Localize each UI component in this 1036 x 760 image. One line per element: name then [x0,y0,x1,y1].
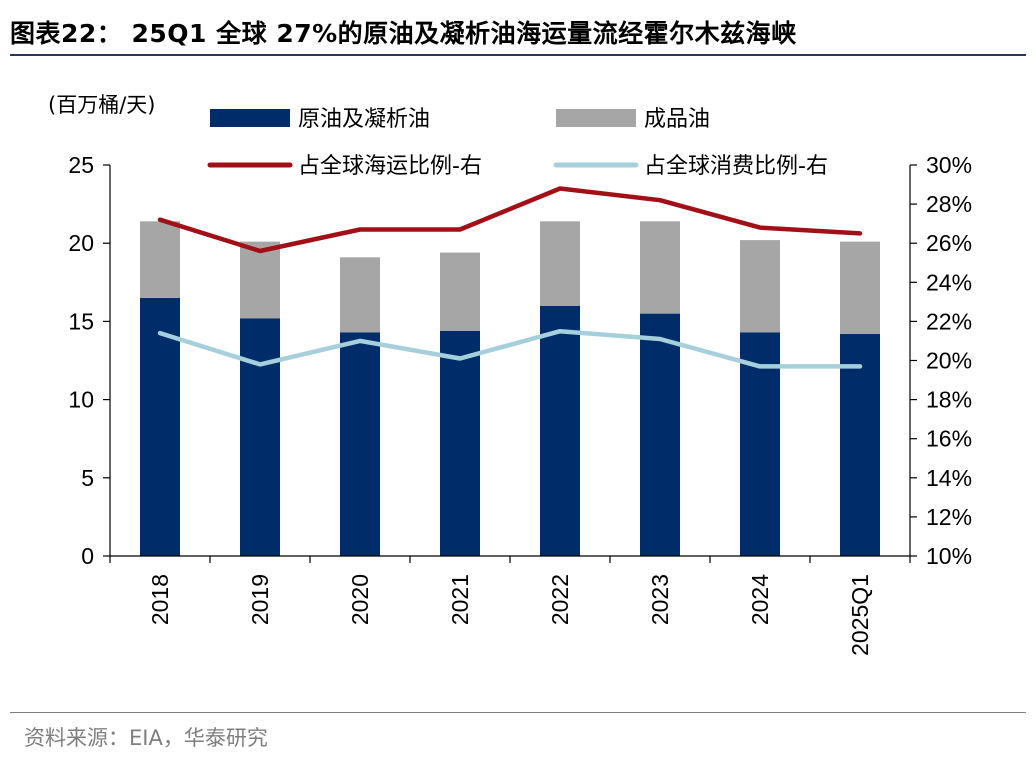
legend-label-crude: 原油及凝析油 [298,107,430,132]
x-tick-label-2019: 2019 [247,574,273,625]
y-right-tick-label: 30% [926,152,972,178]
axes-layer: 0 5 10 15 20 25 10% 12% 14% 16% 18% 20% 22% 24% 26% 28%… [48,93,972,656]
bar-crude-2025q1 [840,333,880,556]
line-layer [157,186,863,369]
bar-crude-2020 [340,332,380,556]
bar-crude-2024 [740,332,780,556]
combo-chart: 0 5 10 15 20 25 10% 12% 14% 16% 18% 20% 22% 24% 26% 28%… [48,93,972,656]
source-note: 资料来源：EIA，华泰研究 [24,726,268,750]
line-seaborne-share [157,186,863,254]
bar-products-2018 [140,221,180,298]
bar-products-2025q1 [840,241,880,334]
y-left-unit-label: (百万桶/天) [48,93,155,117]
legend-label-products: 成品油 [644,107,710,132]
x-tick-label-2025q1: 2025Q1 [847,574,873,656]
y-left-tick-label: 25 [68,152,94,178]
y-right-tick-label: 12% [926,504,972,530]
bar-crude-2021 [440,330,480,556]
x-tick-label-2021: 2021 [447,574,473,625]
legend-swatch-crude [210,109,290,127]
y-left-tick-label: 0 [81,543,94,569]
figure-title: 图表22： 25Q1 全球 27%的原油及凝析油海运量流经霍尔木兹海峡 [10,19,797,48]
bar-crude-2023 [640,313,680,556]
bar-products-2023 [640,221,680,314]
y-right-tick-label: 18% [926,387,972,413]
y-right-tick-label: 24% [926,269,972,295]
x-tick-label-2024: 2024 [747,574,773,625]
y-right-tick-label: 16% [926,426,972,452]
bar-crude-2022 [540,305,580,556]
bar-products-2019 [240,241,280,319]
x-tick-label-2022: 2022 [547,574,573,625]
bar-crude-2019 [240,318,280,556]
legend-label-consumption-share: 占全球消费比例-右 [644,154,828,179]
y-right-tick-label: 20% [926,348,972,374]
x-tick-label-2020: 2020 [347,574,373,625]
y-right-tick-label: 28% [926,191,972,217]
bar-products-2020 [340,257,380,333]
y-left-tick-label: 10 [68,387,94,413]
bar-layer [140,221,880,556]
x-tick-label-2018: 2018 [147,574,173,625]
y-left-tick-label: 20 [68,230,94,256]
line-consumption-share [157,328,863,369]
bar-products-2022 [540,221,580,306]
legend-swatch-products [556,109,636,127]
y-right-tick-label: 14% [926,465,972,491]
x-tick-label-2023: 2023 [647,574,673,625]
source-divider [10,712,1026,713]
legend-label-seaborne-share: 占全球海运比例-右 [298,154,482,179]
bar-products-2021 [440,252,480,331]
bar-crude-2018 [140,297,180,556]
bar-products-2024 [740,240,780,333]
y-right-tick-label: 26% [926,230,972,256]
y-right-tick-label: 22% [926,308,972,334]
y-left-tick-label: 5 [81,465,94,491]
y-right-tick-label: 10% [926,543,972,569]
y-left-tick-label: 15 [68,308,94,334]
title-divider [10,54,1026,56]
